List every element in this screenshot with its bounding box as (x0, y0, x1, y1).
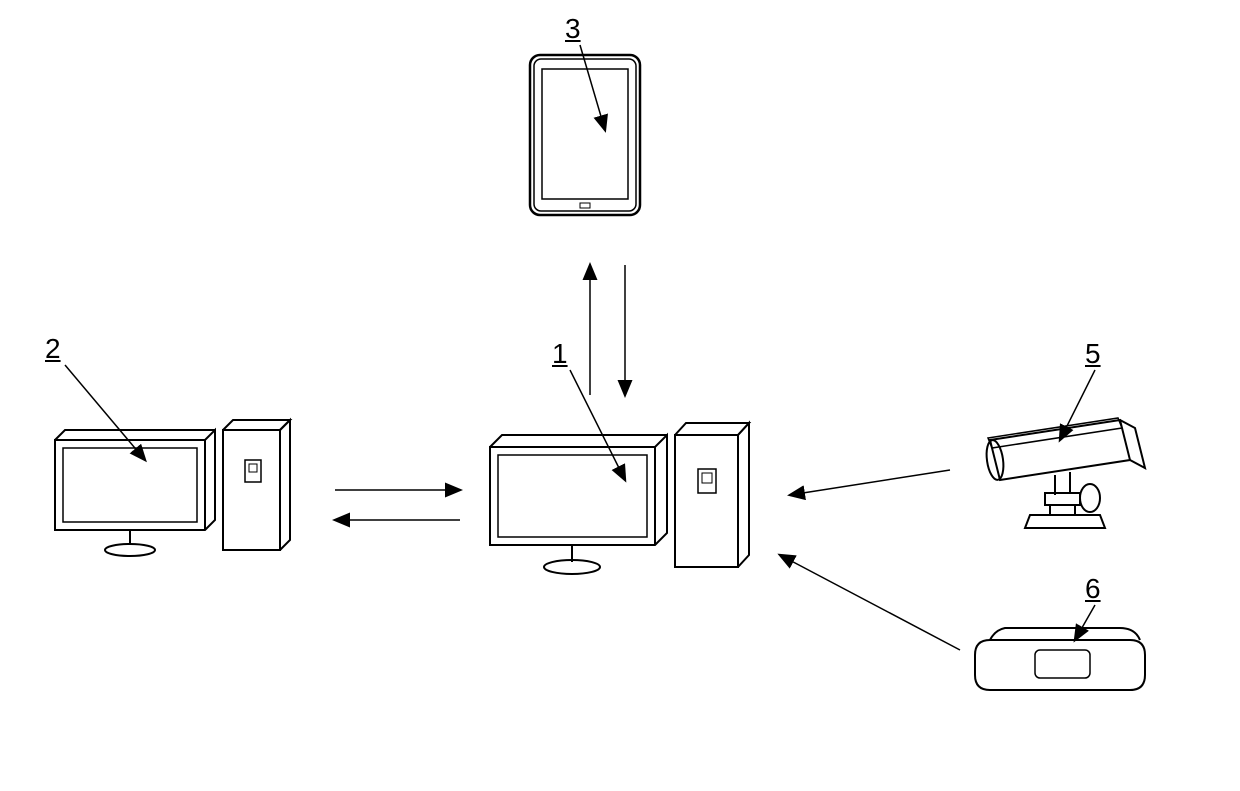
arrow-router-to-center (780, 555, 960, 650)
label-6: 6 (1085, 573, 1101, 605)
label-3-pointer (580, 45, 605, 130)
label-5: 5 (1085, 338, 1101, 370)
label-1: 1 (552, 338, 568, 370)
label-6-pointer (1075, 605, 1095, 640)
tablet-device (530, 55, 640, 215)
label-2-pointer (65, 365, 145, 460)
diagram-canvas (0, 0, 1240, 791)
router-device (975, 628, 1145, 690)
label-2: 2 (45, 333, 61, 365)
security-camera (984, 418, 1145, 528)
label-1-pointer (570, 370, 625, 480)
arrow-camera-to-center (790, 470, 950, 495)
label-5-pointer (1060, 370, 1095, 440)
center-computer (490, 423, 749, 574)
label-3: 3 (565, 13, 581, 45)
left-computer (55, 420, 290, 556)
